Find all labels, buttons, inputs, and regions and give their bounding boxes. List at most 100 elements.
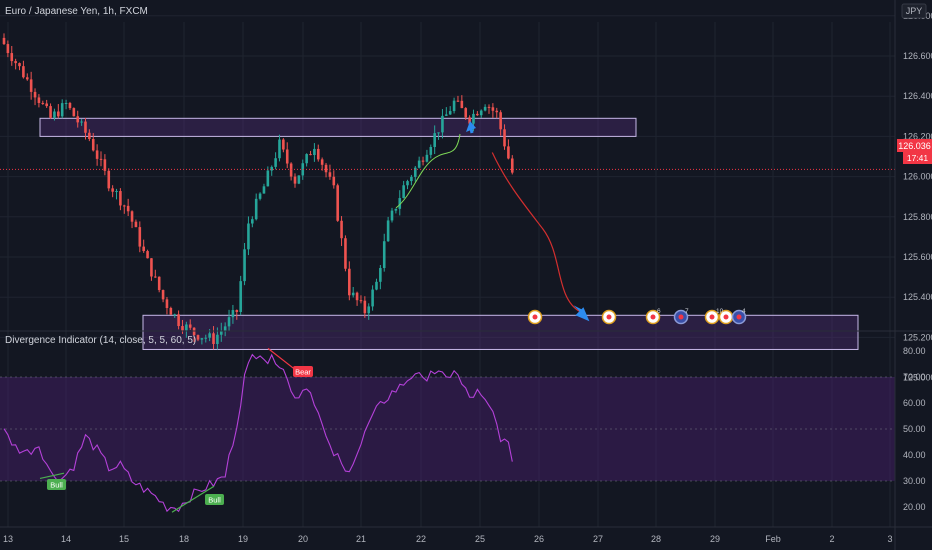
candle-body	[479, 110, 483, 116]
candle-body	[41, 102, 45, 104]
candlesticks	[2, 33, 514, 350]
candle-body	[239, 281, 242, 312]
candle-body	[247, 223, 250, 250]
event-count: 7	[685, 308, 689, 315]
oscillator-y-tick-label: 70.00	[903, 372, 926, 382]
moving-average-line	[395, 133, 461, 209]
x-tick-label: 14	[61, 534, 71, 544]
indicator-title[interactable]: Divergence Indicator (14, close, 5, 5, 6…	[5, 335, 196, 346]
event-marker[interactable]	[601, 309, 617, 325]
candle-body	[375, 281, 378, 290]
candle-body	[107, 170, 111, 189]
bear-label: Bear	[293, 366, 313, 377]
oscillator-y-tick-label: 40.00	[903, 450, 926, 460]
candle-body	[88, 132, 91, 140]
x-tick-label: 3	[887, 534, 892, 544]
y-tick-label: 126.400	[903, 91, 932, 101]
bull-label-right: Bull	[205, 494, 224, 505]
candle-body	[351, 292, 355, 296]
last-price-value: 126.036	[898, 141, 931, 151]
candle-body	[441, 115, 444, 133]
svg-text:Bull: Bull	[208, 496, 221, 505]
x-tick-label: 22	[416, 534, 426, 544]
candle-body	[72, 108, 76, 117]
candle-body	[169, 307, 173, 315]
candle-body	[10, 53, 14, 62]
candle-body	[460, 100, 464, 109]
candle-body	[278, 139, 281, 159]
candle-body	[266, 170, 270, 187]
y-tick-label: 125.000	[903, 373, 932, 383]
candle-body	[130, 211, 134, 222]
candle-body	[68, 102, 72, 109]
candle-body	[157, 276, 161, 291]
last-price-tag: 126.036 17:41	[897, 139, 932, 164]
candle-body	[80, 121, 83, 123]
candle-body	[297, 175, 301, 184]
oscillator-y-tick-label: 80.00	[903, 346, 926, 356]
x-tick-label: 15	[119, 534, 129, 544]
oscillator-y-tick-label: 30.00	[903, 476, 926, 486]
candle-body	[138, 227, 142, 247]
candle-body	[84, 121, 87, 133]
event-marker-group[interactable]: 7	[673, 308, 690, 325]
bull-label-left: Bull	[47, 479, 66, 490]
candle-body	[433, 133, 436, 147]
candle-body	[49, 106, 52, 118]
oscillator-y-tick-label: 20.00	[903, 502, 926, 512]
price-zones[interactable]	[39, 117, 859, 350]
event-count: 4	[742, 308, 746, 315]
bull-divergence-line	[171, 485, 215, 513]
candle-body	[219, 330, 223, 335]
bar-countdown: 17:41	[907, 153, 929, 163]
candle-body	[254, 198, 258, 220]
x-tick-label: 28	[651, 534, 661, 544]
candle-body	[406, 181, 409, 186]
candle-body	[421, 160, 425, 162]
candle-body	[344, 238, 347, 269]
candle-body	[223, 326, 227, 331]
candle-body	[348, 268, 351, 296]
candle-body	[483, 106, 487, 111]
candle-body	[456, 100, 460, 102]
candle-body	[76, 116, 80, 123]
candle-body	[472, 113, 475, 124]
candle-body	[305, 154, 308, 164]
candle-body	[301, 163, 305, 176]
candle-body	[231, 310, 235, 318]
oscillator-line	[3, 353, 513, 513]
grid-lines	[0, 15, 895, 527]
candle-body	[243, 249, 246, 282]
candle-body	[91, 139, 95, 151]
candle-body	[417, 160, 421, 168]
down-arrow-head	[575, 307, 590, 322]
economic-events[interactable]: 6 7 10 4	[527, 308, 747, 325]
event-marker-group[interactable]: 6	[645, 308, 662, 325]
candle-body	[510, 158, 514, 173]
candle-body	[57, 111, 60, 117]
candle-body	[437, 132, 440, 134]
candle-body	[14, 61, 17, 64]
candle-body	[398, 198, 402, 209]
x-tick-label: 2	[829, 534, 834, 544]
candle-body	[33, 91, 37, 98]
event-marker-group[interactable]: 10 4	[704, 308, 747, 325]
x-tick-label: 25	[475, 534, 485, 544]
candle-body	[196, 335, 200, 340]
svg-text:Bull: Bull	[50, 481, 63, 490]
candle-body	[413, 167, 417, 177]
candle-body	[95, 150, 99, 159]
y-tick-label: 126.200	[903, 131, 932, 141]
candle-body	[161, 290, 165, 300]
candle-body	[495, 110, 499, 113]
event-marker[interactable]	[527, 309, 543, 325]
candle-body	[491, 107, 495, 111]
oscillator-pane	[0, 347, 895, 513]
candle-body	[448, 111, 452, 115]
candle-body	[216, 334, 219, 344]
candle-body	[235, 310, 239, 312]
candle-body	[313, 148, 316, 156]
currency-badge[interactable]: JPY	[901, 3, 927, 19]
symbol-title[interactable]: Euro / Japanese Yen, 1h, FXCM	[5, 6, 148, 17]
